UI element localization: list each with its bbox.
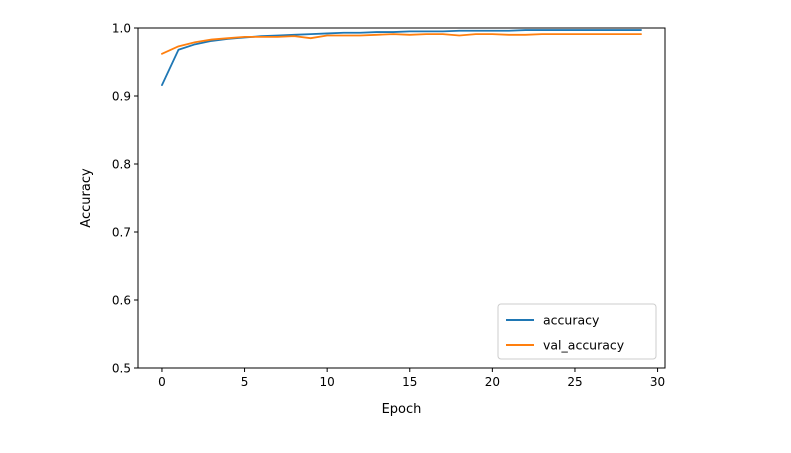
y-tick-label: 1.0 (112, 22, 131, 36)
x-tick-label: 25 (567, 375, 582, 389)
x-tick-label: 0 (158, 375, 166, 389)
legend-box (497, 303, 657, 360)
lines-layer (161, 29, 642, 87)
y-tick-label: 0.7 (112, 226, 131, 240)
y-tick-label: 0.5 (112, 362, 131, 376)
y-axis-label: Accuracy (79, 168, 94, 228)
ticks-layer: 0 5 10 15 20 25 30 0.5 0.6 0.7 0.8 0.9 1.0 (112, 22, 665, 390)
x-tick-label: 5 (241, 375, 249, 389)
x-axis-label: Epoch (382, 402, 422, 417)
plot-frame (137, 27, 666, 369)
legend-label: val_accuracy (543, 338, 625, 353)
y-tick-label: 0.9 (112, 90, 131, 104)
series-line-val-accuracy (161, 33, 642, 55)
legend-label: accuracy (543, 313, 600, 328)
x-tick-label: 15 (402, 375, 417, 389)
y-tick-label: 0.6 (112, 294, 131, 308)
x-tick-label: 30 (650, 375, 665, 389)
y-tick-label: 0.8 (112, 158, 131, 172)
x-tick-label: 10 (320, 375, 335, 389)
legend: accuracy val_accuracy (497, 303, 657, 360)
x-tick-label: 20 (485, 375, 500, 389)
